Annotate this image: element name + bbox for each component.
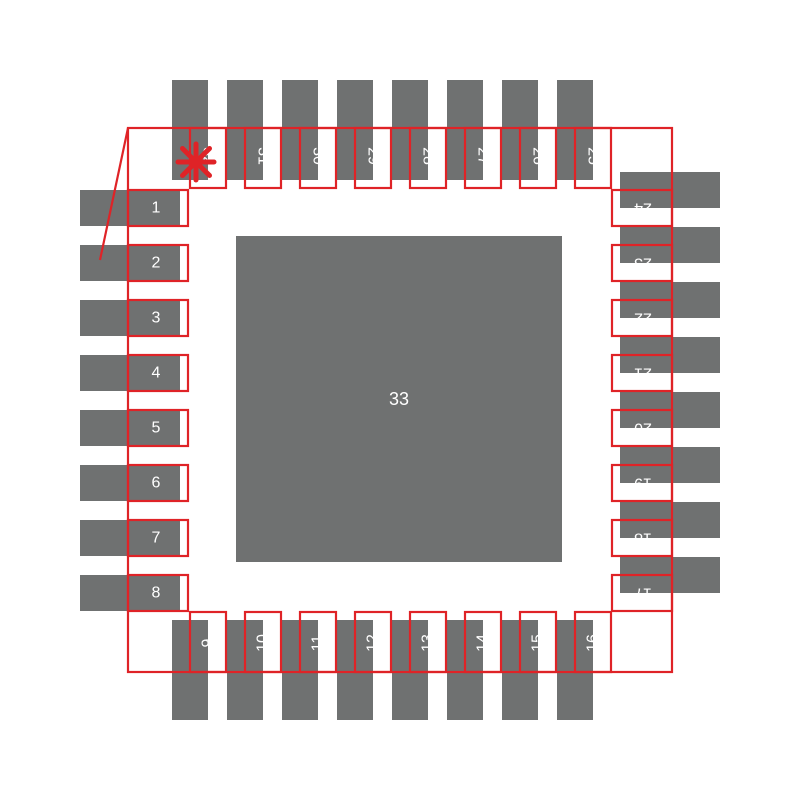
pin-label: 13 — [420, 634, 437, 652]
pin-label: 8 — [152, 585, 161, 602]
pin-label: 1 — [152, 200, 161, 217]
pad — [80, 520, 180, 556]
pin-label: 30 — [310, 147, 327, 165]
pad — [80, 245, 180, 281]
pin-label: 7 — [152, 530, 161, 547]
pin-label: 31 — [255, 147, 272, 165]
pin-label: 17 — [634, 585, 652, 602]
pin-label: 16 — [585, 634, 602, 652]
center-pad-label: 33 — [389, 389, 409, 409]
pin-label: 3 — [152, 310, 161, 327]
pin-label: 18 — [634, 530, 652, 547]
pin-label: 11 — [310, 635, 327, 652]
pad — [80, 355, 180, 391]
pin-label: 25 — [585, 147, 602, 165]
pin-label: 26 — [530, 147, 547, 165]
pin-label: 28 — [420, 147, 437, 165]
pin-label: 19 — [634, 475, 652, 492]
pin-label: 14 — [475, 634, 492, 652]
pad — [80, 465, 180, 501]
pin-label: 24 — [634, 200, 652, 217]
pin-label: 15 — [530, 634, 547, 652]
pin-label: 5 — [152, 420, 161, 437]
pin-label: 12 — [365, 634, 382, 652]
pin-labels-layer: 1234567817181920212223242526272829303132… — [152, 147, 652, 652]
pin-label: 22 — [634, 310, 652, 327]
pin-label: 9 — [200, 638, 217, 647]
pin-label: 21 — [634, 365, 652, 382]
pad — [80, 190, 180, 226]
pad — [80, 410, 180, 446]
pin-label: 20 — [634, 420, 652, 437]
pin-label: 29 — [365, 147, 382, 165]
pin-label: 23 — [634, 255, 652, 272]
pin-label: 10 — [255, 634, 272, 652]
pad — [80, 575, 180, 611]
pin-label: 27 — [475, 147, 492, 165]
pad — [80, 300, 180, 336]
qfn-footprint-diagram: 1234567817181920212223242526272829303132… — [0, 0, 800, 800]
pin-label: 6 — [152, 475, 161, 492]
pin-label: 2 — [152, 255, 161, 272]
pin-label: 4 — [152, 365, 161, 382]
